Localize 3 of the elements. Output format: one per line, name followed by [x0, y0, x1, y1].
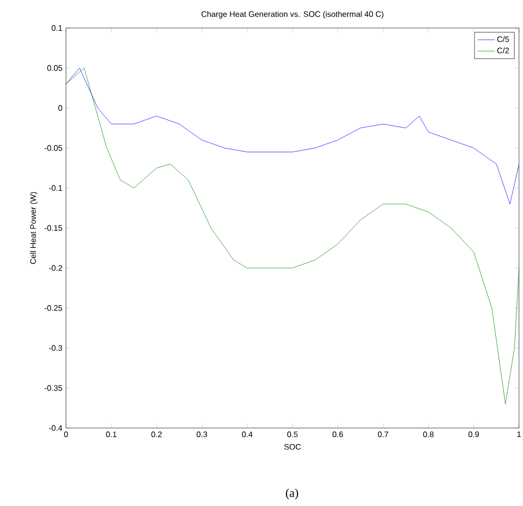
- line-series: [66, 68, 520, 404]
- text: (a): [286, 488, 298, 500]
- line-series: [66, 68, 520, 204]
